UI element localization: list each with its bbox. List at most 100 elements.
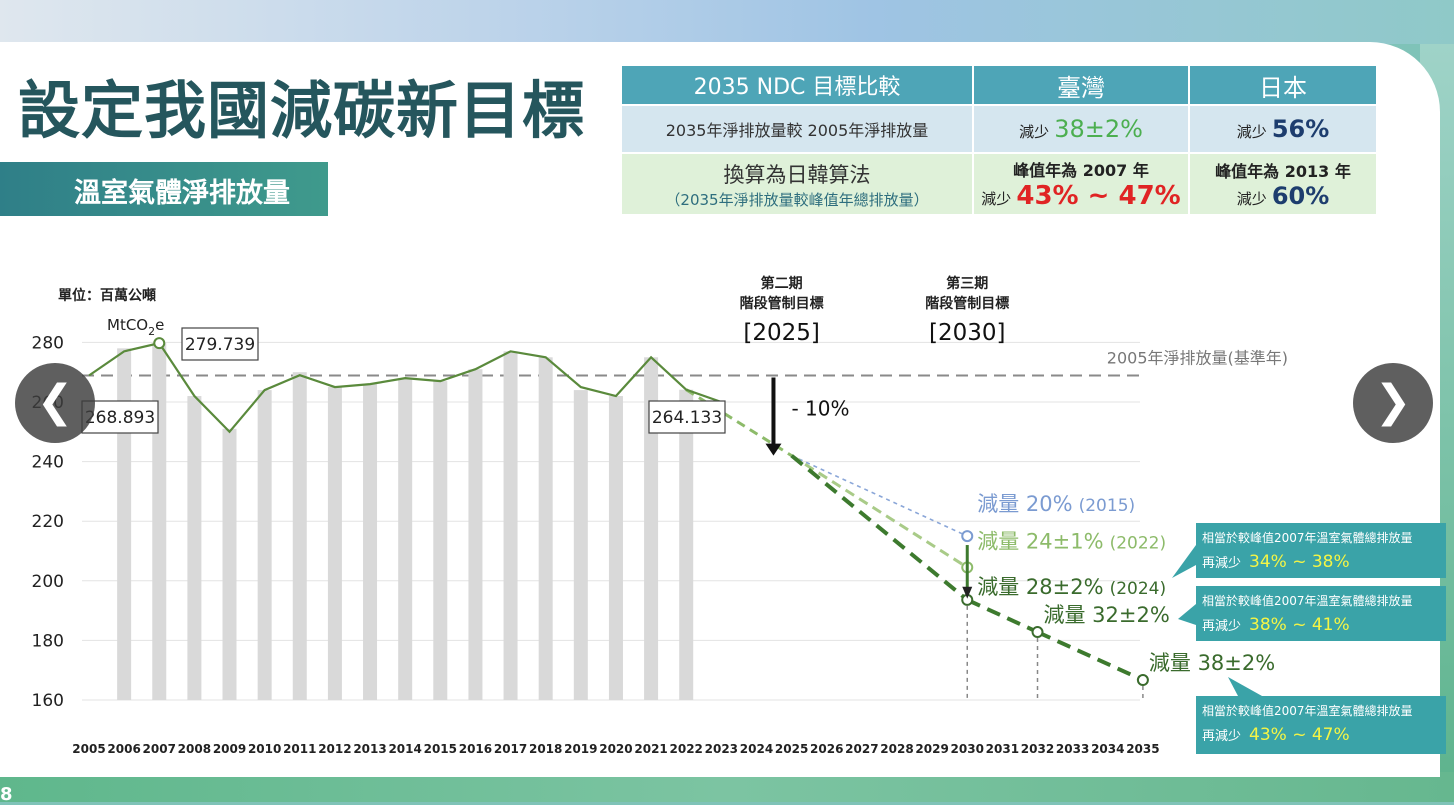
- bar: [538, 357, 553, 700]
- cell-value: 60%: [1271, 182, 1330, 210]
- row-label-main: 換算為日韓算法: [723, 162, 871, 187]
- slide-title: 設定我國減碳新目標: [18, 74, 586, 147]
- x-tick-label: 2029: [915, 742, 948, 756]
- slide-subtitle: 溫室氣體淨排放量: [74, 178, 290, 209]
- x-tick-label: 2024: [740, 742, 773, 756]
- cell-value: 56%: [1271, 115, 1330, 143]
- callout-pointer: [1172, 545, 1196, 578]
- table-cell-taiwan: 峰值年為 2007 年 減少 43% ~ 47%: [972, 152, 1190, 216]
- bar: [468, 369, 483, 700]
- x-tick-label: 2013: [353, 742, 386, 756]
- target-label: 減量 20% (2015): [977, 492, 1135, 516]
- cell-prefix: 減少: [1236, 123, 1267, 141]
- y-tick-label: 280: [32, 333, 64, 353]
- stage-year: [2030]: [929, 320, 1005, 346]
- value-box: [648, 400, 726, 434]
- target-label: 減量 28±2% (2024): [977, 575, 1166, 599]
- reduction-label: - 10%: [791, 396, 849, 420]
- peak-year: 峰值年為 2007 年: [1013, 161, 1149, 180]
- ndc-comparison-table: 2035 NDC 目標比較 臺灣 日本 2035年淨排放量較 2005年淨排放量…: [620, 64, 1378, 216]
- next-slide-button[interactable]: ❯: [1353, 363, 1433, 443]
- projection-line: [1036, 630, 1144, 682]
- y-tick-label: 180: [32, 631, 64, 651]
- x-tick-label: 2019: [564, 742, 597, 756]
- table-cell-japan: 峰值年為 2013 年 減少 60%: [1188, 152, 1378, 216]
- bar: [152, 343, 167, 700]
- x-tick-label: 2012: [318, 742, 351, 756]
- x-tick-label: 2007: [143, 742, 176, 756]
- callout-line2: 再減少 34% ~ 38%: [1202, 552, 1350, 572]
- x-tick-label: 2009: [213, 742, 246, 756]
- top-banner: [0, 0, 1454, 44]
- bar: [433, 381, 448, 700]
- x-tick-label: 2030: [951, 742, 984, 756]
- x-tick-label: 2028: [880, 742, 913, 756]
- bar: [257, 390, 272, 700]
- value-label: 264.133: [652, 408, 722, 428]
- y-tick-label: 220: [32, 512, 64, 532]
- x-tick-label: 2017: [494, 742, 527, 756]
- bar: [292, 372, 307, 700]
- callout-line1: 相當於較峰值2007年溫室氣體總排放量: [1202, 593, 1413, 608]
- x-tick-label: 2023: [705, 742, 738, 756]
- x-tick-label: 2035: [1126, 742, 1159, 756]
- x-tick-label: 2022: [670, 742, 703, 756]
- peak-year: 峰值年為 2013 年: [1215, 162, 1351, 181]
- peak-marker: [153, 337, 166, 350]
- baseline-label: 2005年淨排放量(基準年): [1107, 348, 1288, 367]
- target-label: 減量 32±2%: [1044, 603, 1170, 627]
- x-tick-label: 2032: [1021, 742, 1054, 756]
- bar: [503, 351, 518, 700]
- table-cell-japan: 減少 56%: [1188, 104, 1378, 154]
- chart-bars: [117, 343, 694, 700]
- unit-label: 單位：百萬公噸: [58, 287, 156, 304]
- x-tick-label: 2006: [107, 742, 140, 756]
- x-tick-label: 2005: [72, 742, 105, 756]
- x-tick-label: 2031: [986, 742, 1019, 756]
- cell-value: 43% ~ 47%: [1016, 181, 1181, 211]
- cell-value: 38±2%: [1054, 115, 1143, 143]
- target-marker: [961, 530, 974, 543]
- cell-prefix: 減少: [981, 190, 1012, 208]
- prev-slide-button[interactable]: ❮: [15, 363, 95, 443]
- small-arrow-head: [962, 586, 973, 599]
- table-header-cell: 臺灣: [972, 64, 1190, 106]
- x-tick-label: 2018: [529, 742, 562, 756]
- callout-box: [1196, 523, 1446, 578]
- bar: [398, 378, 413, 700]
- y-tick-label: 240: [32, 453, 64, 473]
- projection-line: [790, 454, 969, 569]
- callout-pointer: [1228, 677, 1262, 696]
- reduction-arrow-head: [765, 443, 782, 456]
- row-label-sub: （2035年淨排放量較峰值年總排放量）: [665, 190, 929, 209]
- table-row-label: 換算為日韓算法 （2035年淨排放量較峰值年總排放量）: [620, 152, 974, 216]
- callout-line2: 再減少 38% ~ 41%: [1202, 615, 1350, 635]
- callout-pointer: [1178, 604, 1196, 625]
- bar: [327, 387, 342, 700]
- table-row-label: 2035年淨排放量較 2005年淨排放量: [620, 104, 974, 154]
- value-label: 279.739: [185, 335, 255, 355]
- x-tick-label: 2021: [634, 742, 667, 756]
- value-label: 268.893: [85, 408, 155, 428]
- stage-line1: 第三期: [946, 275, 988, 292]
- x-tick-label: 2008: [178, 742, 211, 756]
- projection-line: [791, 454, 968, 537]
- x-tick-label: 2016: [459, 742, 492, 756]
- x-tick-label: 2015: [424, 742, 457, 756]
- callout-box: [1196, 586, 1446, 641]
- page-number: 8: [0, 784, 13, 805]
- target-marker: [1136, 674, 1149, 687]
- chart-axes: 1601802002202402602802005200620072008200…: [32, 287, 1160, 756]
- bar: [117, 348, 132, 700]
- x-tick-label: 2020: [599, 742, 632, 756]
- x-tick-label: 2010: [248, 742, 281, 756]
- x-tick-label: 2025: [775, 742, 808, 756]
- x-tick-label: 2027: [845, 742, 878, 756]
- subtitle-banner: [0, 162, 328, 216]
- table-cell-taiwan: 減少 38±2%: [972, 104, 1190, 154]
- bar: [222, 428, 237, 700]
- bar: [187, 396, 202, 700]
- chart-lines: [88, 337, 722, 434]
- projection-line: [966, 598, 1039, 634]
- bar: [363, 384, 378, 700]
